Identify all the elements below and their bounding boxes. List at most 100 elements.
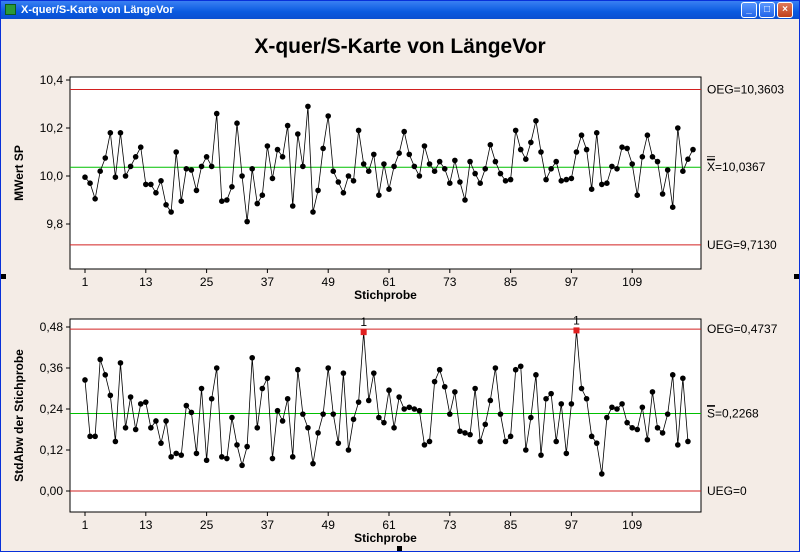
data-point: [193, 450, 200, 457]
data-point: [269, 455, 276, 462]
data-point: [143, 181, 149, 188]
data-point: [198, 163, 205, 170]
data-point: [482, 166, 489, 172]
data-point: [558, 178, 565, 184]
data-point: [502, 178, 509, 184]
data-point: [629, 424, 635, 431]
resize-handle-bottom[interactable]: [397, 546, 402, 551]
x-tick-label: 37: [261, 275, 275, 289]
data-point: [203, 154, 210, 160]
data-point: [396, 394, 402, 400]
data-point: [619, 401, 625, 407]
data-point: [310, 460, 316, 467]
close-button[interactable]: ×: [777, 2, 793, 18]
data-point: [330, 168, 337, 174]
x-tick-label: 25: [200, 518, 214, 532]
x-tick-label: 97: [565, 518, 579, 532]
data-point: [295, 366, 301, 373]
x-tick-label: 13: [139, 518, 153, 532]
data-point: [436, 158, 443, 165]
y-axis-title: MWert SP: [12, 145, 26, 201]
data-point: [173, 450, 179, 457]
data-point: [487, 397, 494, 404]
window-titlebar[interactable]: X-quer/S-Karte von LängeVor _ □ ×: [1, 1, 799, 19]
data-point: [406, 404, 413, 411]
data-point: [325, 113, 332, 119]
data-point: [492, 158, 499, 165]
data-point: [441, 383, 448, 390]
data-point: [112, 174, 119, 180]
resize-handle-right[interactable]: [794, 274, 799, 279]
data-point: [188, 167, 195, 173]
data-point: [426, 438, 433, 445]
data-point: [168, 209, 174, 215]
data-point: [376, 414, 382, 421]
resize-handle-left[interactable]: [1, 274, 6, 279]
data-point: [680, 375, 686, 382]
data-point: [543, 176, 549, 183]
data-point: [507, 433, 514, 440]
data-point: [497, 170, 504, 177]
data-point: [107, 392, 114, 399]
data-point: [137, 401, 144, 407]
data-point: [487, 142, 494, 148]
data-point: [523, 156, 529, 162]
data-point: [457, 179, 463, 185]
data-point: [452, 389, 458, 395]
data-point: [583, 146, 590, 153]
data-point: [340, 370, 347, 376]
data-point: [482, 421, 489, 428]
data-point: [244, 218, 250, 225]
data-point: [462, 197, 468, 203]
data-point: [289, 454, 296, 460]
data-point: [183, 402, 190, 409]
data-point: [421, 143, 428, 149]
data-point: [305, 103, 311, 110]
data-point: [578, 132, 585, 138]
data-point: [371, 151, 377, 158]
ref-label-center: S=0,2268: [707, 407, 759, 421]
data-point: [452, 157, 458, 164]
maximize-button[interactable]: □: [759, 2, 775, 18]
x-tick-label: 109: [622, 275, 642, 289]
data-point: [680, 168, 686, 174]
data-point: [117, 130, 124, 136]
app-icon: [5, 4, 16, 15]
data-point: [360, 161, 367, 167]
data-point: [447, 411, 453, 417]
data-point: [533, 118, 539, 124]
data-point: [654, 424, 661, 431]
data-point: [604, 180, 610, 186]
data-point: [87, 180, 93, 186]
data-point: [639, 154, 646, 160]
data-point: [178, 198, 185, 204]
data-point: [548, 390, 554, 397]
y-tick-label: 10,4: [40, 73, 64, 87]
data-point: [604, 414, 610, 421]
chart-area: X-quer/S-Karte von LängeVor OEG=10,3603 X…: [12, 35, 784, 545]
x-tick-label: 49: [322, 518, 336, 532]
data-point: [492, 365, 499, 371]
data-point: [310, 209, 316, 215]
data-point: [112, 438, 119, 445]
data-point: [391, 163, 397, 170]
data-point: [406, 151, 413, 158]
data-point: [320, 411, 326, 417]
x-tick-label: 37: [261, 518, 275, 532]
data-point: [365, 168, 372, 174]
data-point: [284, 395, 291, 402]
data-point: [97, 168, 103, 174]
minimize-button[interactable]: _: [741, 2, 757, 18]
ref-label-center: X=10,0367: [707, 160, 766, 174]
data-point: [213, 365, 220, 371]
data-point: [472, 385, 478, 392]
data-point: [229, 414, 235, 421]
data-point: [345, 173, 352, 179]
data-point: [259, 385, 266, 392]
data-point: [619, 144, 625, 150]
data-point: [219, 198, 225, 204]
data-point: [609, 163, 615, 170]
data-point: [249, 354, 255, 361]
data-point: [274, 146, 281, 153]
